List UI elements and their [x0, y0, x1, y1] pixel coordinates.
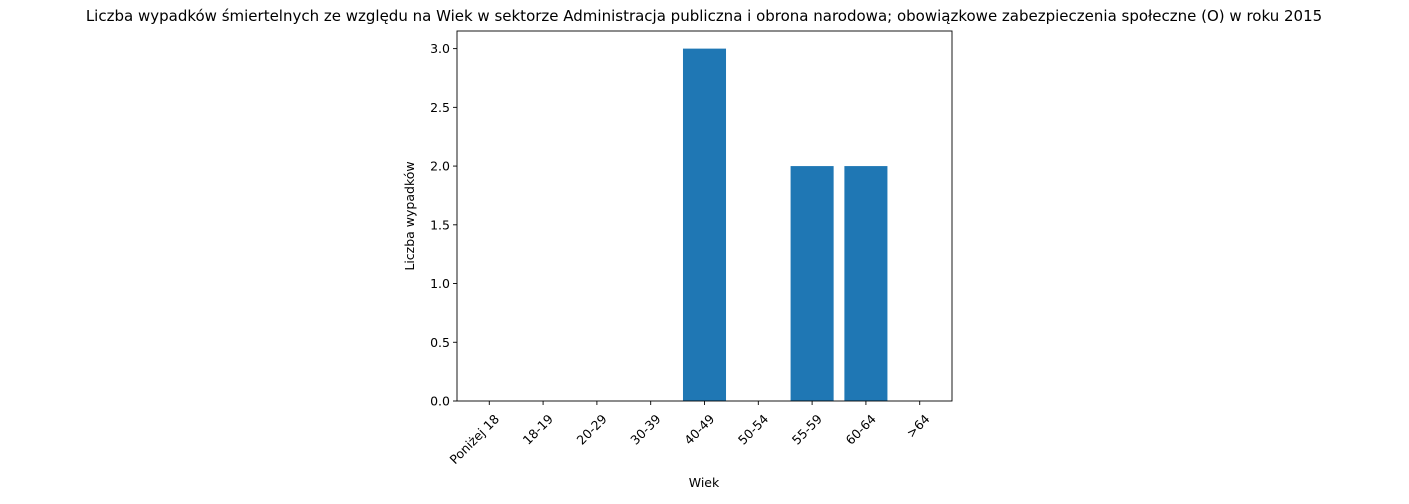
y-tick-label: 0.5 — [430, 335, 450, 350]
y-tick-label: 2.5 — [430, 100, 450, 115]
x-tick-label: 50-54 — [735, 411, 771, 447]
plot-area: 0.0 0.5 1.0 1.5 2.0 2.5 3.0 Poniżej 18 18-19 20-… — [430, 30, 953, 467]
x-tick-label: 30-39 — [627, 411, 663, 447]
y-tick-label: 2.0 — [430, 159, 450, 174]
x-tick-label: 40-49 — [681, 411, 717, 447]
bars-group — [682, 48, 888, 401]
bar-40-49 — [682, 48, 727, 401]
y-tick-label: 1.0 — [430, 276, 450, 291]
x-tick-label: 55-59 — [789, 411, 825, 447]
bar-60-64 — [844, 166, 888, 401]
x-tick-label: Poniżej 18 — [447, 411, 503, 467]
x-axis-label: Wiek — [689, 475, 720, 490]
y-tick-label: 1.5 — [430, 217, 450, 232]
y-axis-ticks: 0.0 0.5 1.0 1.5 2.0 2.5 3.0 — [430, 41, 457, 409]
x-tick-label: 18-19 — [520, 411, 556, 447]
chart-title: Liczba wypadków śmiertelnych ze względu … — [86, 7, 1322, 25]
x-axis-ticks: Poniżej 18 18-19 20-29 30-39 40-49 50-54 55-59… — [447, 401, 933, 467]
y-tick-label: 3.0 — [430, 41, 450, 56]
x-tick-label: 20-29 — [574, 411, 610, 447]
x-tick-label: >64 — [903, 411, 932, 440]
y-tick-label: 0.0 — [430, 394, 450, 409]
x-tick-label: 60-64 — [843, 411, 879, 447]
bar-55-59 — [790, 166, 834, 401]
y-axis-label: Liczba wypadków — [402, 161, 417, 270]
